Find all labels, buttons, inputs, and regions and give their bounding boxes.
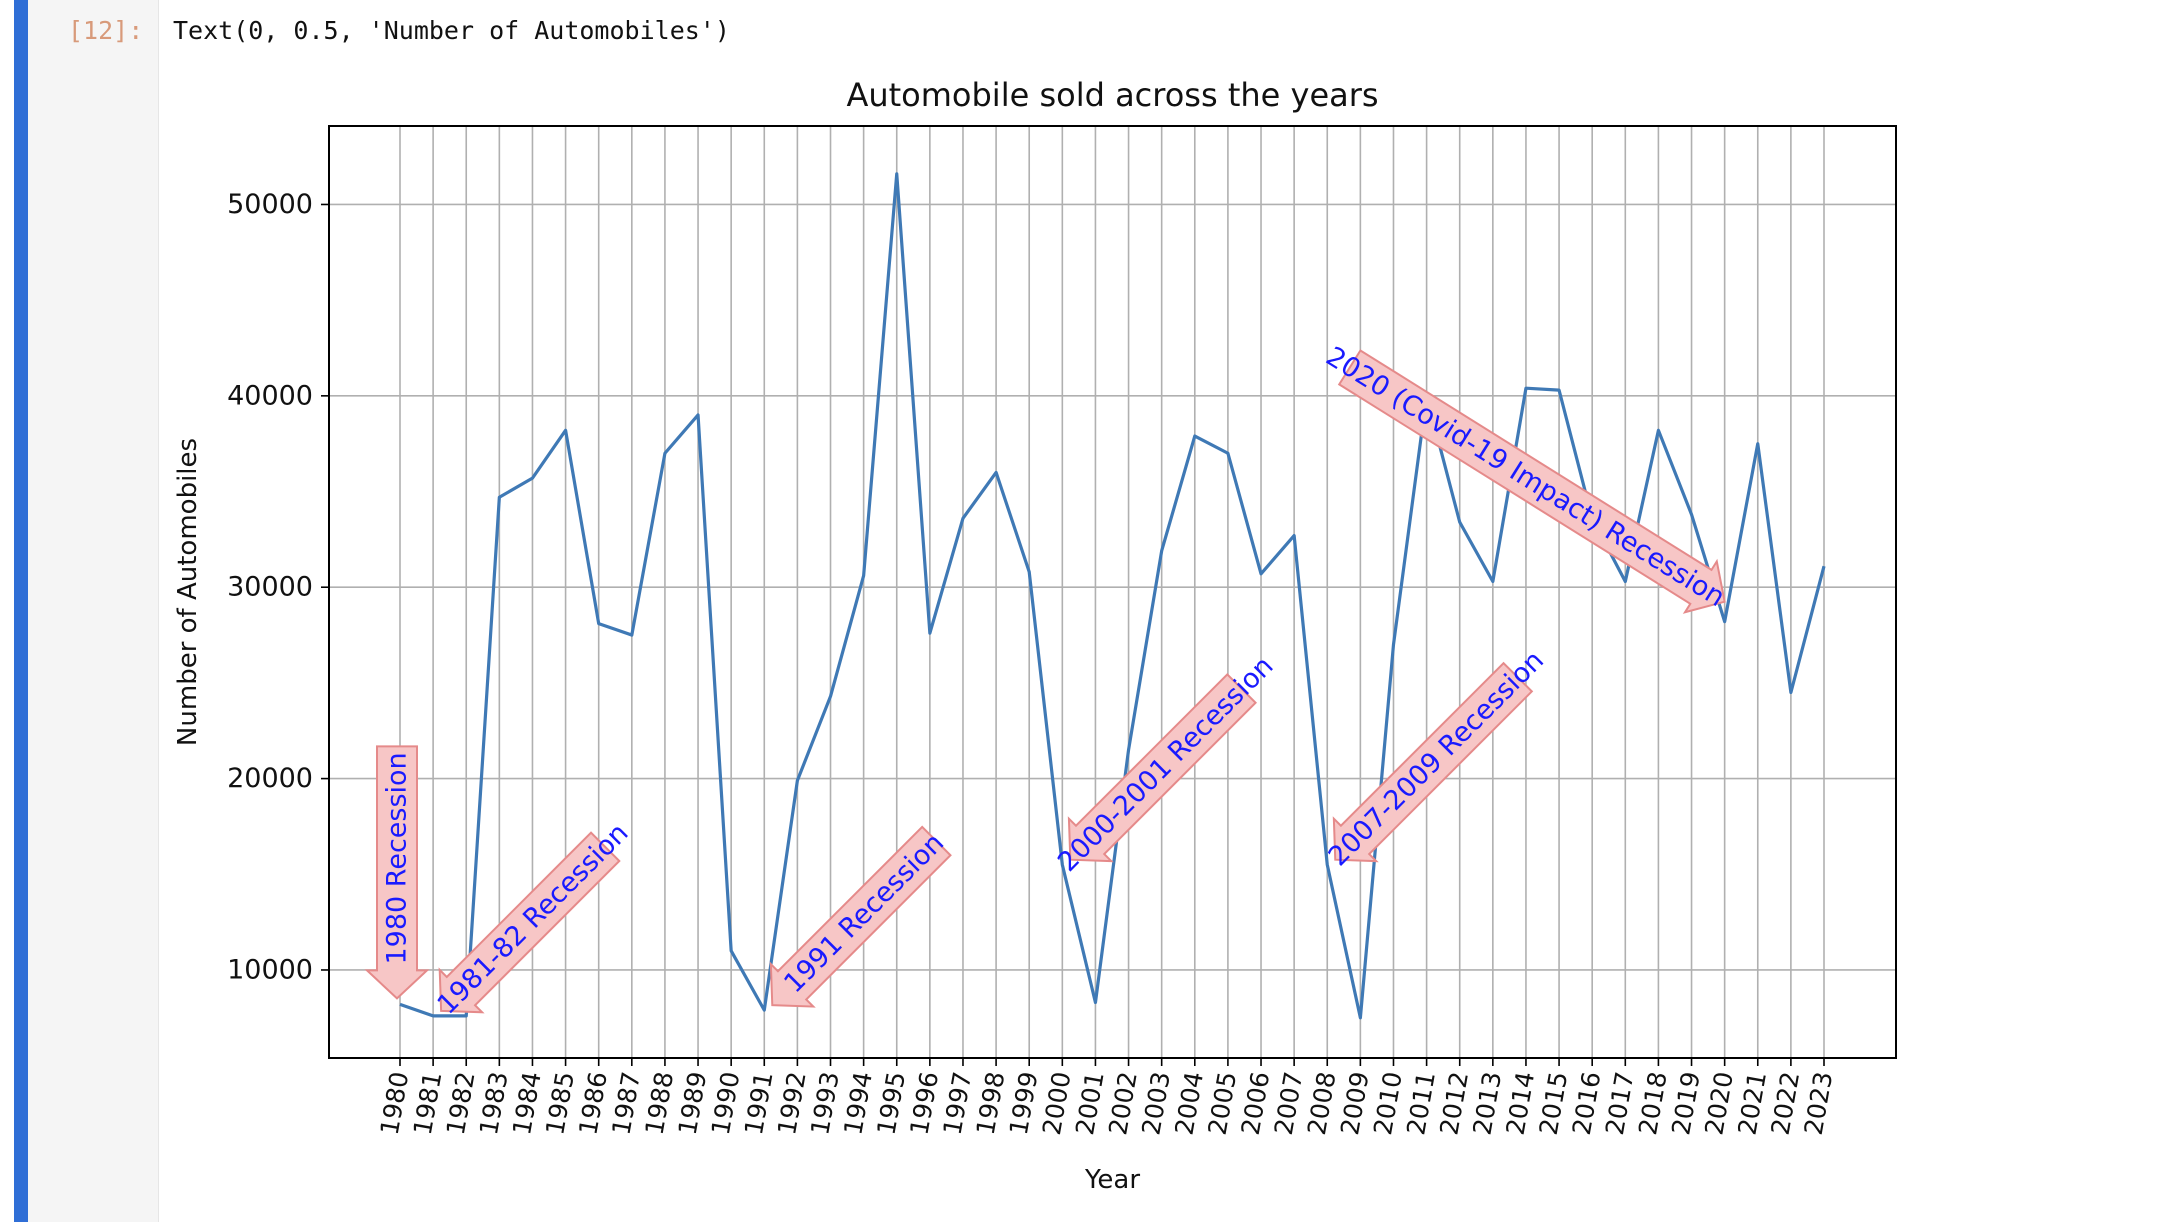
x-axis-label: Year [1084, 1165, 1140, 1195]
recession-annotation: 2000-2001 Recession [1052, 651, 1279, 878]
annotation-arrow-shape [769, 825, 952, 1008]
series-line [399, 172, 1826, 1020]
annotation-label: 1980 Recession [382, 752, 413, 964]
execution-count-prompt: [12]: [68, 16, 144, 45]
y-tick-label: 30000 [227, 572, 313, 603]
cell-output-text: Text(0, 0.5, 'Number of Automobiles') [173, 16, 730, 45]
y-tick-label: 10000 [227, 954, 313, 985]
recession-annotation: 1980 Recession [364, 745, 430, 1000]
y-axis-label: Number of Automobiles [173, 438, 203, 746]
cell-selection-bar[interactable] [14, 0, 28, 1222]
grid-lines [329, 126, 1896, 1058]
y-tick-label: 40000 [227, 380, 313, 411]
y-tick-label: 20000 [227, 763, 313, 794]
recession-annotation: 1991 Recession [769, 825, 952, 1008]
annotation-arrow-shape [1337, 349, 1726, 614]
plot-frame [328, 125, 1897, 1059]
annotation-label: 2007-2009 Recession [1323, 645, 1550, 872]
annotation-arrows: 1980 Recession 1981-82 Recession 1991 Rece… [364, 341, 1730, 1021]
annotation-arrow-shape [438, 831, 621, 1014]
annotation-label: 2000-2001 Recession [1052, 651, 1279, 878]
annotation-arrow-shape [1067, 673, 1258, 863]
y-tick-label: 50000 [227, 189, 313, 220]
cell-prompt-area [28, 0, 159, 1222]
chart-title: Automobile sold across the years [846, 76, 1378, 114]
x-tick-label: 2023 [1799, 1069, 1839, 1137]
annotation-arrow-shape [364, 745, 430, 1000]
recession-annotation: 2007-2009 Recession [1323, 645, 1550, 872]
series-lines [399, 172, 1826, 1020]
annotation-arrow-shape [1332, 661, 1534, 863]
